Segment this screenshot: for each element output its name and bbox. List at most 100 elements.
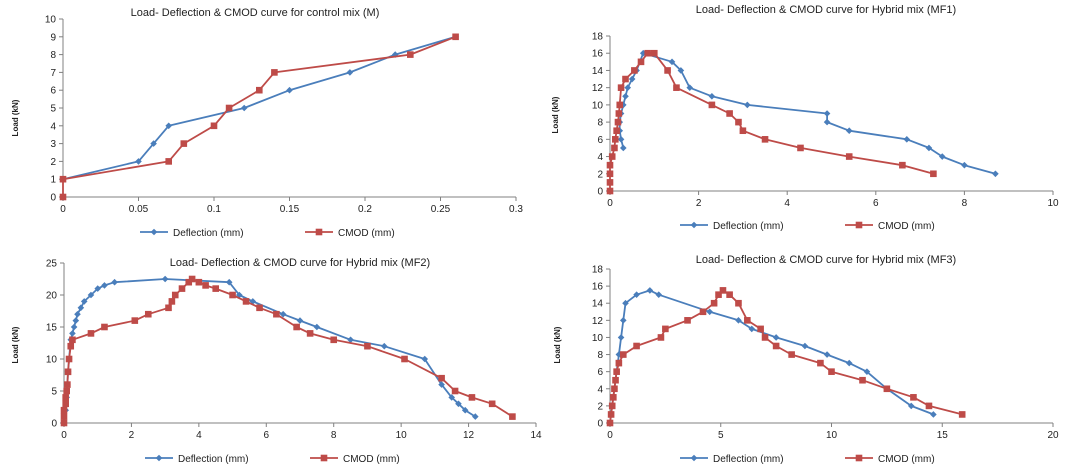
- legend-label: CMOD (mm): [878, 221, 935, 232]
- data-point: [101, 323, 108, 331]
- x-tick-label: 4: [196, 430, 202, 441]
- data-point: [438, 374, 445, 382]
- data-point: [472, 413, 479, 420]
- series-line: [62, 35, 456, 181]
- x-tick-label: 0.15: [280, 204, 300, 215]
- x-tick-label: 4: [784, 198, 790, 209]
- x-tick-label: 0: [60, 204, 66, 215]
- data-point: [863, 368, 871, 375]
- y-axis-label: Load (kN): [11, 99, 20, 136]
- data-point: [606, 179, 614, 186]
- data-point: [94, 285, 102, 292]
- x-tick-label: 15: [937, 430, 949, 441]
- data-point: [236, 291, 243, 299]
- data-point: [614, 118, 622, 126]
- x-tick-label: 5: [718, 430, 724, 441]
- data-point: [87, 291, 95, 299]
- data-point: [757, 325, 764, 333]
- y-axis-label: Load (kN): [553, 326, 562, 363]
- y-tick-label: 7: [50, 68, 56, 79]
- data-point: [823, 110, 831, 117]
- legend-label: Deflection (mm): [173, 228, 244, 239]
- data-point: [613, 368, 620, 375]
- series-cmod: [60, 275, 516, 427]
- data-point: [655, 291, 663, 298]
- legend-marker: [320, 454, 328, 462]
- data-point: [468, 394, 476, 401]
- data-point: [131, 317, 139, 324]
- x-tick-label: 14: [530, 430, 542, 441]
- data-point: [101, 282, 108, 289]
- data-point: [346, 69, 354, 76]
- data-point: [438, 381, 445, 388]
- y-tick-label: 25: [46, 259, 58, 270]
- data-point: [249, 298, 257, 305]
- y-tick-label: 18: [592, 32, 604, 43]
- y-tick-label: 2: [50, 157, 56, 168]
- data-point: [735, 118, 742, 126]
- legend: Deflection (mm) CMOD (mm): [680, 454, 935, 465]
- data-point: [644, 49, 651, 57]
- data-point: [617, 334, 625, 341]
- data-point: [662, 325, 669, 333]
- data-point: [455, 400, 462, 408]
- y-tick-label: 14: [592, 66, 604, 77]
- series-line: [62, 35, 456, 197]
- data-point: [161, 275, 169, 283]
- y-tick-label: 4: [597, 384, 603, 395]
- legend-marker: [690, 454, 698, 462]
- data-point: [330, 336, 338, 344]
- data-point: [797, 144, 804, 152]
- data-point: [606, 419, 614, 427]
- series-deflection: [616, 49, 999, 178]
- x-tick-label: 0.2: [358, 204, 372, 215]
- data-point: [421, 355, 429, 363]
- y-tick-label: 0: [51, 419, 57, 430]
- y-tick-label: 8: [597, 118, 603, 129]
- legend-marker: [155, 454, 163, 462]
- data-point: [907, 402, 915, 410]
- data-point: [788, 351, 795, 358]
- y-tick-label: 10: [592, 100, 604, 111]
- data-point: [664, 67, 671, 74]
- data-point: [185, 278, 193, 286]
- data-point: [273, 310, 280, 318]
- data-point: [256, 304, 263, 312]
- data-point: [60, 419, 68, 427]
- data-point: [65, 355, 73, 363]
- data-point: [823, 118, 831, 126]
- data-point: [59, 193, 67, 201]
- data-point: [744, 101, 751, 109]
- data-point: [619, 317, 627, 324]
- legend-marker: [855, 221, 863, 229]
- y-tick-label: 8: [50, 50, 56, 61]
- data-point: [699, 308, 707, 316]
- data-point: [165, 158, 172, 165]
- legend: Deflection (mm) CMOD (mm): [140, 228, 395, 239]
- data-point: [240, 104, 248, 112]
- data-point: [992, 170, 999, 178]
- data-point: [622, 75, 629, 83]
- y-tick-label: 14: [592, 299, 604, 310]
- data-point: [761, 334, 769, 341]
- data-point: [828, 368, 835, 375]
- data-point: [229, 291, 236, 299]
- x-tick-label: 0: [61, 430, 67, 441]
- data-point: [631, 67, 638, 74]
- data-point: [195, 278, 203, 286]
- y-tick-label: 2: [597, 401, 603, 412]
- legend-label: CMOD (mm): [343, 454, 400, 465]
- data-point: [286, 86, 293, 94]
- y-tick-label: 6: [50, 86, 56, 97]
- data-point: [859, 376, 866, 384]
- series-line: [618, 52, 996, 175]
- legend-marker: [315, 228, 323, 236]
- data-point: [726, 291, 733, 298]
- x-tick-label: 0: [607, 198, 613, 209]
- y-tick-label: 3: [50, 139, 56, 150]
- data-point: [202, 282, 209, 289]
- data-point: [74, 310, 81, 318]
- data-point: [606, 170, 614, 178]
- y-tick-label: 6: [597, 367, 603, 378]
- data-point: [633, 342, 640, 350]
